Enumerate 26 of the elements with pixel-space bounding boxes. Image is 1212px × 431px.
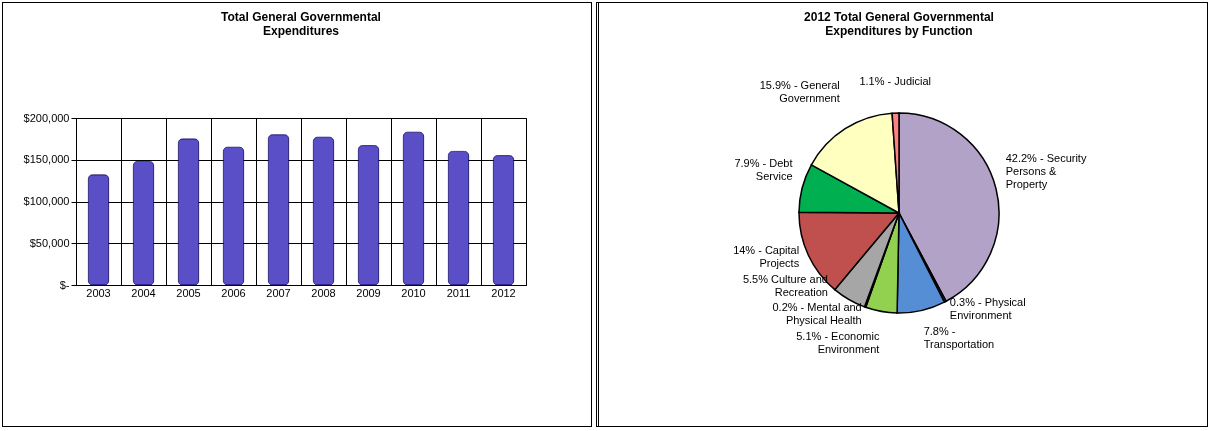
x-tick-label: 2012 <box>491 286 516 299</box>
y-tick-label: $200,000 <box>23 111 70 124</box>
chart-title: Total General Governmental Expenditures <box>221 10 381 38</box>
slice-label: 0.2% - Mental and Physical Health <box>772 301 862 327</box>
slice-label: 14% - Capital Projects <box>733 244 800 270</box>
slice-label: 1.1% - Judicial <box>859 75 931 88</box>
y-tick-label: $- <box>59 278 70 291</box>
x-tick-label: 2010 <box>401 286 426 299</box>
x-tick-label: 2004 <box>131 286 156 299</box>
slice-label: 42.2% - Security Persons & Property <box>1005 151 1087 190</box>
x-tick-label: 2008 <box>311 286 336 299</box>
x-tick-label: 2005 <box>176 286 201 299</box>
x-tick-label: 2006 <box>221 286 246 299</box>
x-tick-label: 2003 <box>86 286 111 299</box>
slice-label: 7.9% - Debt Service <box>734 157 793 183</box>
slice-label: 0.3% - Physical Environment <box>949 295 1026 321</box>
y-tick-label: $50,000 <box>29 236 70 249</box>
slice-label: 5.1% - Economic Environment <box>796 330 880 356</box>
x-tick-label: 2009 <box>356 286 381 299</box>
slice-label: 7.8% - Transportation <box>923 325 995 351</box>
chart-title: 2012 Total General Governmental Expenditures by Function <box>804 10 994 38</box>
y-tick-label: $100,000 <box>23 195 70 207</box>
x-tick-label: 2007 <box>266 286 291 299</box>
y-tick-label: $150,000 <box>23 153 70 166</box>
x-tick-label: 2011 <box>446 286 471 299</box>
slice-label: 15.9% - General Government <box>759 79 840 105</box>
